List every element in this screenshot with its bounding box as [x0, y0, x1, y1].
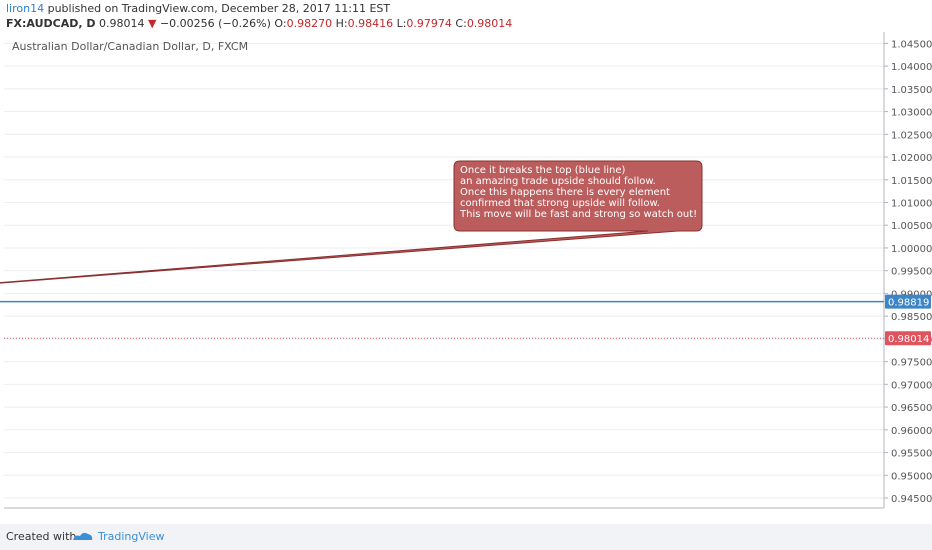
- publish-text: published on TradingView.com, December 2…: [47, 2, 391, 15]
- y-tick-label: 0.96000: [891, 426, 932, 437]
- grid: [4, 42, 884, 499]
- y-tick-label: 1.02000: [891, 153, 932, 164]
- price-badges: 0.98819 0.98014: [885, 294, 931, 346]
- annotation-line: an amazing trade upside should follow.: [460, 176, 656, 187]
- close-value: 0.98014: [466, 17, 513, 30]
- y-tick-label: 0.99500: [891, 267, 932, 278]
- y-tick-label: 0.97500: [891, 358, 932, 369]
- annotation-text: Once it breaks the top (blue line) an am…: [454, 161, 702, 231]
- current-price-badge-label: 0.98014: [888, 334, 929, 345]
- footer-bar: Created with TradingView: [0, 524, 932, 550]
- drawings[interactable]: [0, 91, 884, 452]
- down-triangle-icon: ▼: [148, 17, 157, 30]
- close-label: C:: [455, 17, 467, 30]
- created-with-label: Created with: [6, 530, 77, 543]
- y-tick-label: 1.01000: [891, 198, 932, 209]
- low-label: L:: [396, 17, 407, 30]
- breakout-price-badge-label: 0.98819: [888, 298, 929, 309]
- current-price-badge: [885, 331, 931, 346]
- tradingview-link[interactable]: TradingView: [98, 530, 165, 543]
- publish-info: liron14 published on TradingView.com, De…: [6, 2, 390, 15]
- y-tick-label: 0.94500: [891, 494, 932, 505]
- price-change: −0.00256 (−0.26%): [159, 17, 271, 30]
- y-tick-label: 0.95000: [891, 471, 932, 482]
- last-price: 0.98014: [99, 17, 145, 30]
- y-tick-label: 1.04000: [891, 62, 932, 73]
- open-value: 0.98270: [286, 17, 333, 30]
- high-label: H:: [335, 17, 348, 30]
- y-tick-label: 0.97000: [891, 380, 932, 391]
- tradingview-logo-icon[interactable]: [72, 530, 94, 544]
- x-axis[interactable]: AprMayJunJulAugSepOctNovDec2018Feb: [0, 507, 884, 523]
- breakout-price-badge: [885, 294, 931, 309]
- y-tick-label: 1.00500: [891, 221, 932, 232]
- y-tick-label: 1.03000: [891, 108, 932, 119]
- annotation-line: Once this happens there is every element: [460, 187, 670, 198]
- high-value: 0.98416: [347, 17, 394, 30]
- low-value: 0.97974: [406, 17, 452, 30]
- author-link[interactable]: liron14: [6, 2, 45, 15]
- symbol-label: FX:AUDCAD, D: [6, 17, 96, 30]
- y-tick-label: 0.95500: [891, 449, 932, 460]
- y-tick-label: 0.98500: [891, 312, 932, 323]
- annotation-line: confirmed that strong upside will follow…: [460, 198, 660, 209]
- y-tick-label: 1.01500: [891, 176, 932, 187]
- open-label: O:: [274, 17, 287, 30]
- chart-title: Australian Dollar/Canadian Dollar, D, FX…: [12, 40, 249, 53]
- annotation-line: Once it breaks the top (blue line): [460, 165, 626, 176]
- y-tick-label: 1.03500: [891, 85, 932, 96]
- y-tick-label: 1.02500: [891, 130, 932, 141]
- chart-background: [0, 32, 932, 524]
- y-tick-label: 1.04500: [891, 39, 932, 50]
- y-tick-label: 1.00000: [891, 244, 932, 255]
- annotation-callout[interactable]: [0, 160, 703, 298]
- y-tick-label: 0.96500: [891, 403, 932, 414]
- annotation-line: This move will be fast and strong so wat…: [460, 209, 698, 220]
- ohlc-legend: FX:AUDCAD, D 0.98014 ▼ −0.00256 (−0.26%)…: [6, 17, 512, 30]
